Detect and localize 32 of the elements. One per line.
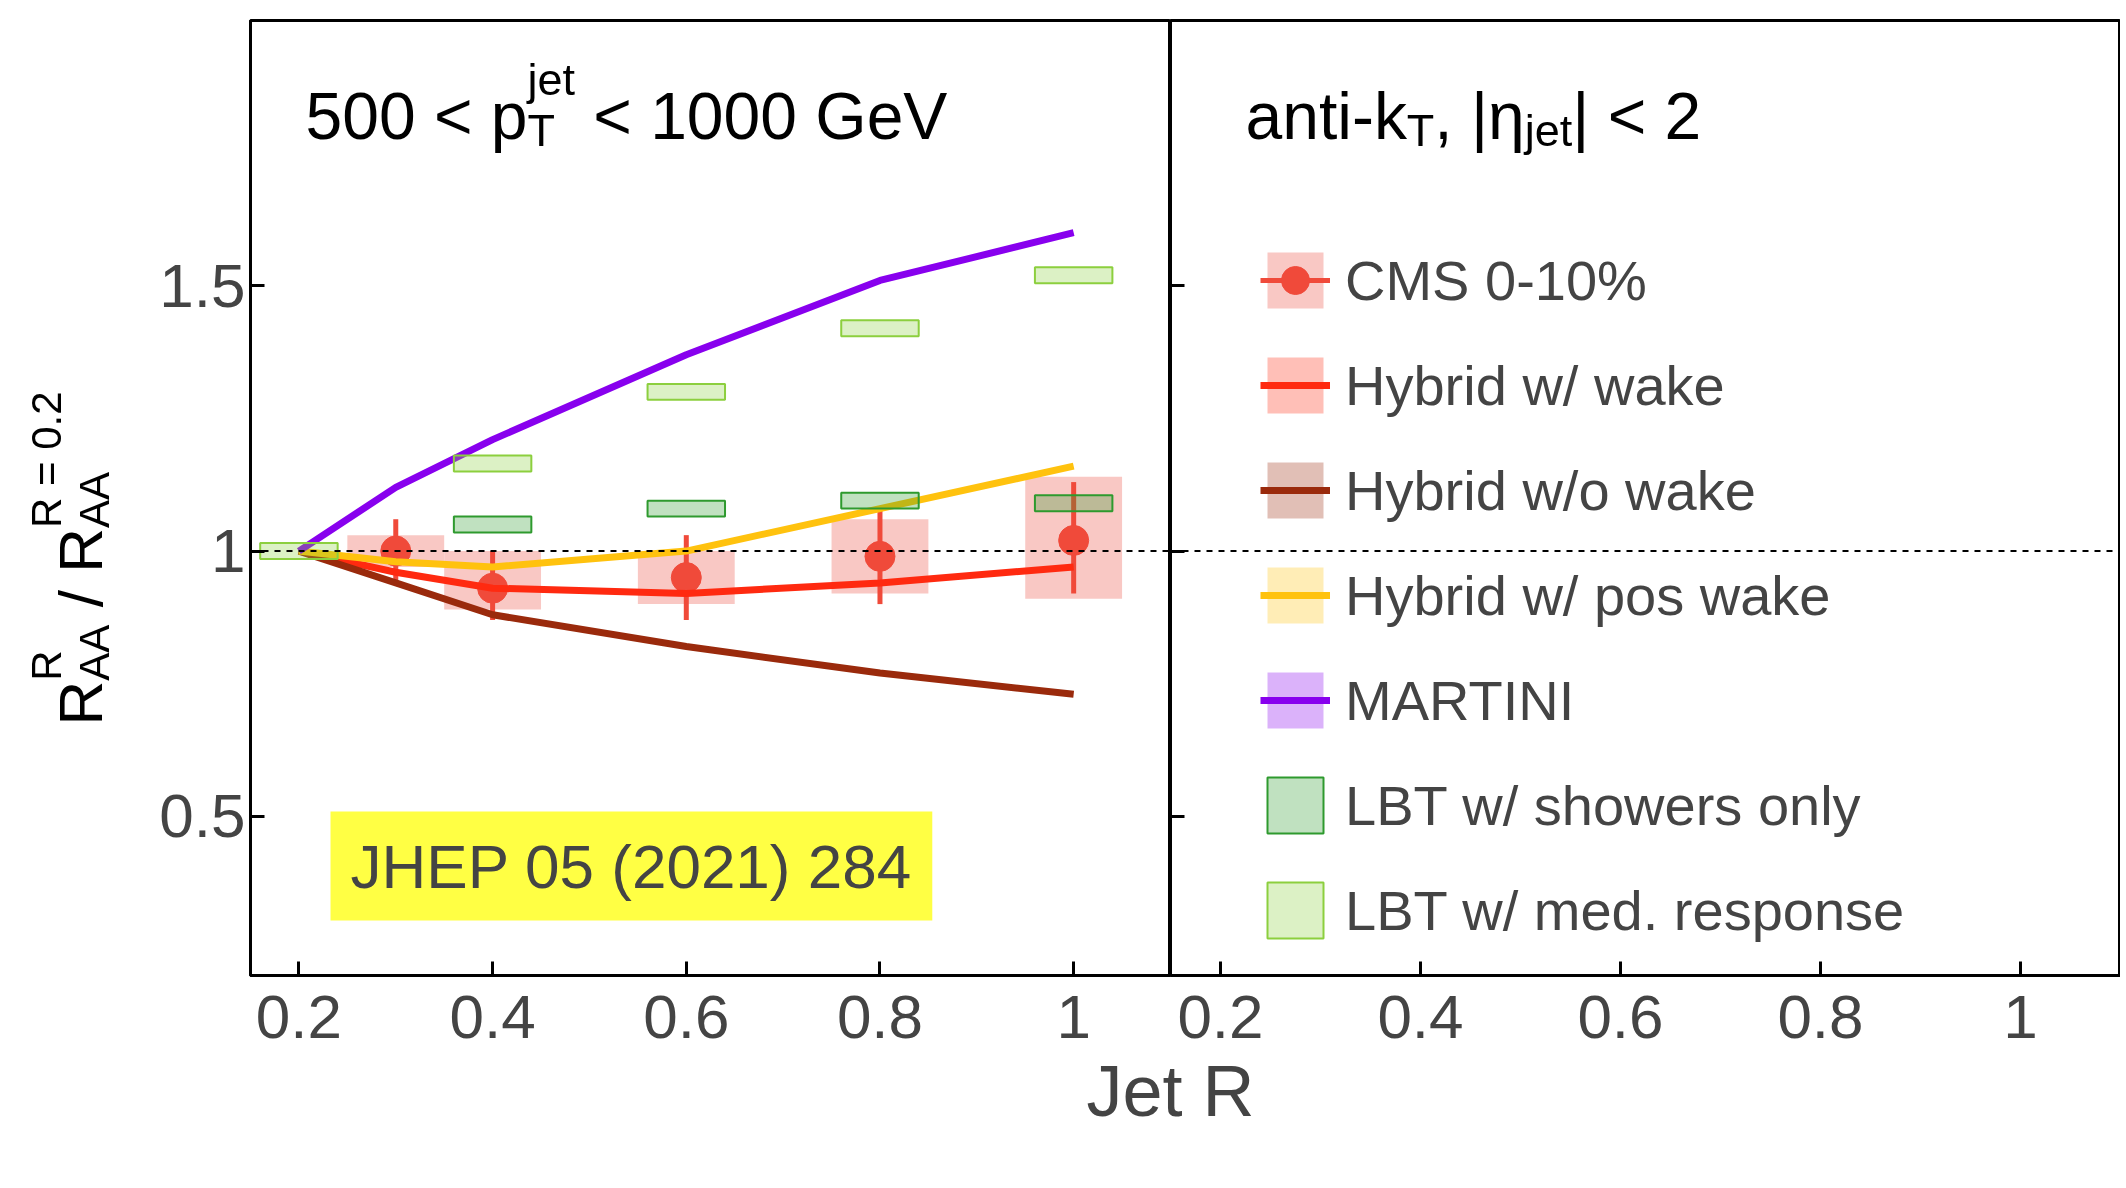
x-tick-label: 0.6 [643,981,730,1051]
legend-label: Hybrid w/ pos wake [1345,562,1831,628]
bar [452,454,533,473]
bar [259,542,339,561]
x-tick-label: 0.2 [1177,981,1264,1051]
legend-label: Hybrid w/o wake [1345,457,1756,523]
x-tick-label: 1 [2003,981,2038,1051]
bar [452,515,533,534]
y-axis-title: RRAA / RR = 0.2AA [22,391,118,726]
x-tick-label: 0.4 [449,981,536,1051]
annotation: JHEP 05 (2021) 284 [350,831,912,901]
x-tick-label: 0.4 [1377,981,1464,1051]
bar [646,499,727,518]
legend-label: MARTINI [1345,667,1575,733]
x-tick-label: 0.8 [836,981,924,1051]
x-axis-title: Jet R [1086,1050,1255,1131]
legend-label: LBT w/ showers only [1345,772,1861,838]
legend-label: Hybrid w/ wake [1345,352,1725,418]
bar [646,382,727,401]
x-tick-label: 0.2 [255,981,343,1051]
y-tick-label: 0.5 [159,781,246,851]
x-tick-label: 0.8 [1777,981,1864,1051]
y-tick-label: 1.5 [159,250,246,320]
legend-label: CMS 0-10% [1345,247,1647,313]
bar [1033,266,1114,285]
bar [840,491,920,510]
bar [840,319,920,338]
x-tick-label: 0.6 [1577,981,1664,1051]
bar [1033,494,1114,513]
legend-label: LBT w/ med. response [1345,877,1905,943]
x-tick-label: 1 [1056,981,1091,1051]
y-tick-label: 1 [211,516,246,586]
